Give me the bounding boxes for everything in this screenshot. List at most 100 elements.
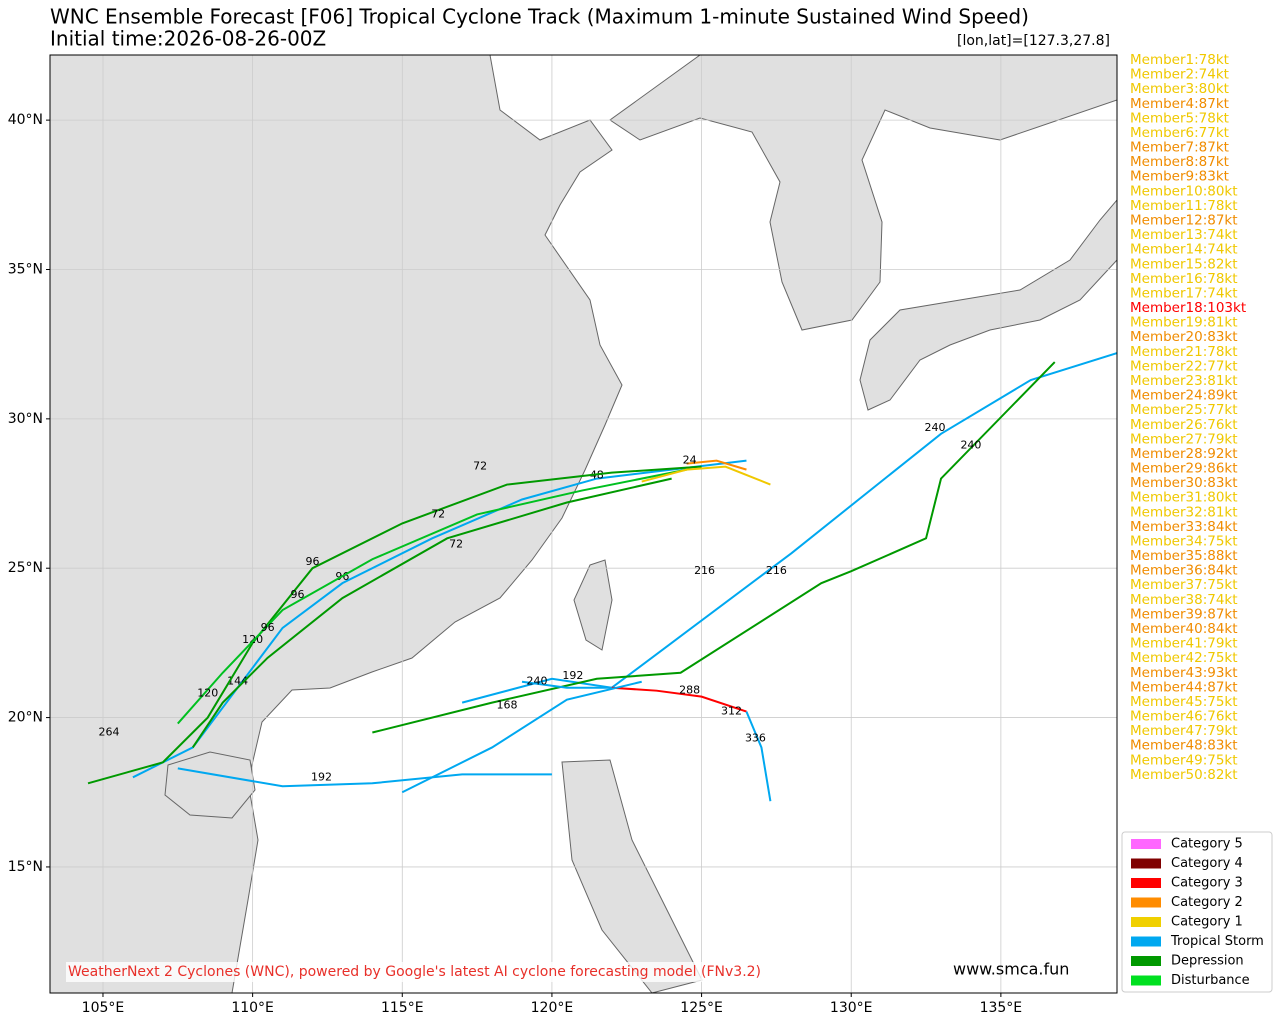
hainan — [164, 751, 256, 819]
legend-swatch — [1131, 878, 1161, 888]
member-label: Member42:75kt — [1130, 650, 1238, 666]
member-label: Member46:76kt — [1130, 709, 1238, 725]
legend-label: Disturbance — [1171, 973, 1250, 988]
track-line — [372, 361, 1056, 734]
x-tick-label: 130°E — [830, 1000, 873, 1016]
plot-frame — [49, 54, 1118, 994]
track-line — [686, 459, 747, 471]
member-label: Member37:75kt — [1130, 577, 1238, 593]
x-tick-label: 105°E — [82, 1000, 125, 1016]
grid — [50, 55, 1117, 993]
legend-label: Tropical Storm — [1170, 934, 1264, 949]
hour-label: 192 — [562, 669, 583, 682]
hour-label: 96 — [305, 555, 319, 568]
member-label: Member31:80kt — [1130, 490, 1238, 506]
member-label: Member21:78kt — [1130, 344, 1238, 360]
member-label: Member19:81kt — [1130, 315, 1238, 331]
member-label: Member48:83kt — [1130, 738, 1238, 754]
y-tick-label: 20°N — [8, 710, 43, 726]
footer-bg — [66, 962, 790, 982]
hour-label: 168 — [497, 699, 518, 712]
track-line — [611, 686, 747, 713]
y-tick-label: 25°N — [8, 560, 43, 576]
legend-label: Category 3 — [1171, 876, 1243, 891]
track-line — [177, 767, 552, 788]
subtitle: Initial time:2026-08-26-00Z — [50, 27, 326, 51]
track-line — [745, 711, 772, 802]
member-label: Member11:78kt — [1130, 198, 1238, 214]
member-label: Member39:87kt — [1130, 606, 1238, 622]
hour-label: 240 — [960, 439, 981, 452]
y-tick-label: 15°N — [8, 859, 43, 875]
track-line — [191, 477, 672, 749]
member-label: Member16:78kt — [1130, 271, 1238, 287]
hour-label: 72 — [431, 507, 445, 520]
title: WNC Ensemble Forecast [F06] Tropical Cyc… — [50, 5, 1029, 29]
hour-label: 120 — [197, 687, 218, 700]
legend-label: Category 2 — [1171, 895, 1243, 910]
track-line — [87, 465, 702, 785]
member-label: Member43:93kt — [1130, 665, 1238, 681]
member-label: Member22:77kt — [1130, 358, 1238, 374]
legend-swatch — [1131, 917, 1161, 927]
hour-label: 72 — [449, 537, 463, 550]
track-line — [132, 459, 747, 779]
member-label: Member23:81kt — [1130, 373, 1238, 389]
member-label: Member35:88kt — [1130, 548, 1238, 564]
member-label: Member17:74kt — [1130, 285, 1238, 301]
member-label: Member36:84kt — [1130, 563, 1238, 579]
basemap: 4896144729612026472961207296216240216240… — [50, 55, 1117, 993]
legend-swatch — [1131, 936, 1161, 947]
member-label: Member41:79kt — [1130, 636, 1238, 652]
member-label: Member45:75kt — [1130, 694, 1238, 710]
member-label: Member24:89kt — [1130, 388, 1238, 404]
member-label: Member15:82kt — [1130, 256, 1238, 272]
member-label: Member25:77kt — [1130, 402, 1238, 418]
legend-box — [1121, 831, 1273, 993]
hour-label: 336 — [745, 731, 766, 744]
legend-label: Depression — [1171, 954, 1244, 969]
member-label: Member50:82kt — [1130, 767, 1238, 783]
member-label: Member30:83kt — [1130, 475, 1238, 491]
legend-label: Category 1 — [1171, 915, 1243, 930]
hour-label: 240 — [925, 421, 946, 434]
member-label: Member10:80kt — [1130, 183, 1238, 199]
x-tick-label: 135°E — [980, 1000, 1023, 1016]
track-line — [461, 352, 1117, 704]
hour-label: 24 — [683, 454, 697, 467]
member-label: Member14:74kt — [1130, 242, 1238, 258]
hour-label: 192 — [311, 770, 332, 783]
member-label: Member12:87kt — [1130, 212, 1238, 228]
tracks: 4896144729612026472961207296216240216240… — [87, 352, 1117, 802]
member-label: Member28:92kt — [1130, 446, 1238, 462]
y-tick-label: 35°N — [8, 261, 43, 277]
member-label: Member13:74kt — [1130, 227, 1238, 243]
y-tick-label: 30°N — [8, 411, 43, 427]
member-label: Member20:83kt — [1130, 329, 1238, 345]
member-label: Member44:87kt — [1130, 679, 1238, 695]
hour-label: 216 — [766, 564, 787, 577]
member-label: Member34:75kt — [1130, 533, 1238, 549]
hour-label: 96 — [261, 621, 275, 634]
track-line — [177, 468, 687, 725]
legend-label: Category 5 — [1171, 837, 1243, 852]
y-tick-label: 40°N — [8, 112, 43, 128]
hour-label: 288 — [679, 684, 700, 697]
track-line — [401, 680, 642, 794]
legend-swatch — [1131, 897, 1161, 908]
hour-label: 264 — [98, 726, 119, 739]
hour-label: 240 — [526, 675, 547, 688]
member-label: Member18:103kt — [1130, 300, 1246, 316]
member-label: Member8:87kt — [1130, 154, 1229, 170]
hour-label: 96 — [291, 588, 305, 601]
member-label: Member4:87kt — [1130, 96, 1229, 112]
member-label: Member5:78kt — [1130, 110, 1229, 126]
footer: WeatherNext 2 Cyclones (WNC), powered by… — [68, 964, 761, 980]
legend-swatch — [1131, 975, 1161, 986]
hour-label: 312 — [721, 705, 742, 718]
hour-label: 216 — [694, 564, 715, 577]
x-tick-label: 115°E — [381, 1000, 424, 1016]
japan — [859, 199, 1117, 411]
hour-label: 72 — [473, 460, 487, 473]
member-label: Member9:83kt — [1130, 169, 1229, 185]
